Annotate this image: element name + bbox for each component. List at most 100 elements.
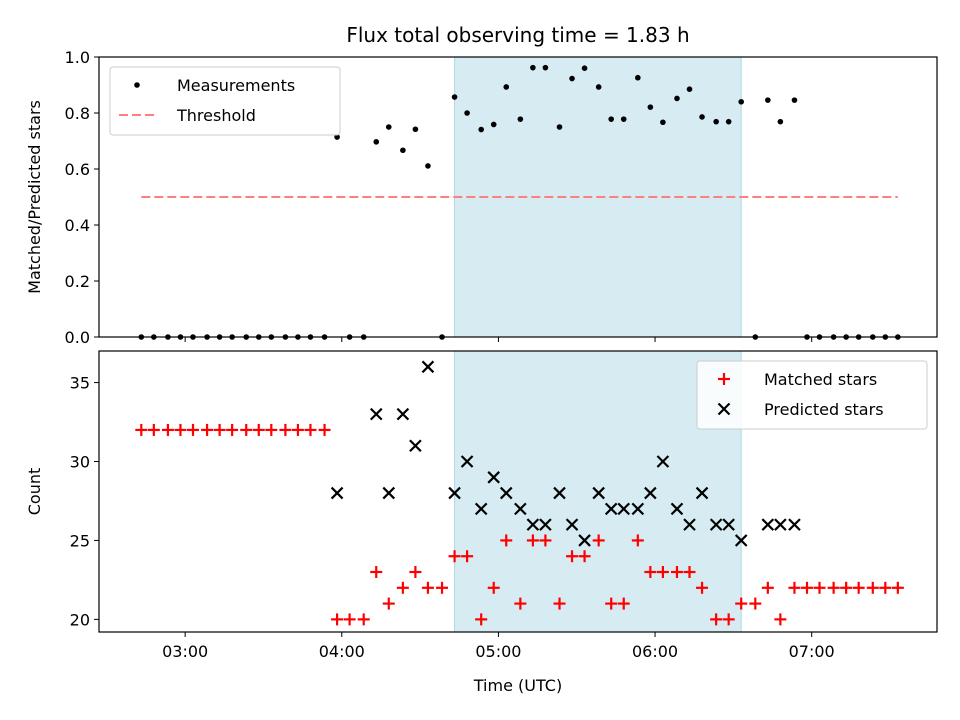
data-point: [396, 581, 409, 594]
y-axis-title: Count: [25, 468, 44, 516]
data-point: [553, 597, 566, 610]
data-point: [475, 613, 488, 626]
data-point: [827, 581, 840, 594]
data-point: [436, 581, 449, 594]
data-point: [487, 471, 500, 484]
data-point: [369, 407, 383, 421]
data-point: [556, 124, 563, 130]
data-point: [735, 597, 748, 610]
y-tick-label: 0.0: [65, 328, 90, 347]
legend-swatch: [718, 373, 730, 385]
data-point: [656, 566, 669, 579]
data-point: [343, 613, 356, 626]
x-stroke: [722, 518, 735, 531]
x-stroke: [382, 486, 396, 500]
data-point: [265, 423, 278, 436]
y-tick-label: 20: [70, 610, 90, 629]
data-point: [635, 74, 641, 81]
data-point: [147, 423, 160, 436]
data-point: [490, 121, 497, 128]
x-stroke: [656, 455, 670, 468]
y-tick-label: 25: [70, 531, 90, 550]
data-point: [734, 534, 748, 547]
data-point: [464, 110, 470, 116]
y-tick-label: 35: [70, 374, 90, 393]
data-point: [542, 64, 549, 71]
count-panel: 20 25 30 35 03:00 04:00 05:00 06:00 07:00 Count Ma…: [25, 350, 938, 661]
y-axis-title: Matched/Predicted stars: [25, 100, 44, 294]
x-stroke: [539, 518, 552, 531]
y-tick-label: 30: [70, 453, 90, 472]
x-stroke: [448, 486, 461, 500]
data-point: [749, 597, 762, 610]
x-stroke: [421, 360, 435, 374]
legend-swatch: [717, 402, 731, 416]
x-stroke: [670, 502, 684, 516]
x-stroke: [592, 486, 605, 500]
data-point: [514, 502, 527, 516]
data-point: [608, 116, 614, 122]
data-point: [409, 439, 422, 452]
y-tick-label: 0.4: [65, 216, 90, 235]
data-point: [382, 486, 396, 500]
data-point: [660, 119, 666, 126]
x-stroke: [396, 407, 410, 421]
data-point: [448, 550, 461, 563]
data-point: [879, 581, 892, 594]
data-point: [696, 581, 709, 594]
data-point: [710, 613, 723, 626]
data-point: [656, 455, 670, 468]
data-point: [683, 518, 696, 531]
data-point: [578, 534, 591, 547]
data-point: [605, 597, 618, 610]
data-point: [412, 126, 419, 133]
data-point: [774, 613, 787, 626]
x-stroke: [695, 486, 709, 500]
data-point: [503, 84, 510, 90]
x-stroke: [499, 486, 513, 500]
data-point: [761, 518, 775, 531]
legend-label: Threshold: [176, 106, 256, 125]
data-point: [186, 423, 199, 436]
data-point: [304, 423, 317, 436]
data-point: [569, 75, 575, 82]
data-point: [813, 581, 826, 594]
data-point: [161, 423, 174, 436]
data-point: [478, 126, 484, 133]
data-point: [761, 581, 774, 594]
x-stroke: [631, 502, 645, 516]
legend-box: [109, 66, 341, 136]
data-point: [722, 518, 735, 531]
x-stroke: [474, 502, 488, 516]
x-stroke: [460, 455, 474, 468]
data-point: [334, 134, 340, 140]
data-point: [713, 118, 719, 125]
data-point: [604, 502, 618, 516]
data-point: [722, 613, 735, 626]
data-point: [201, 423, 214, 436]
x-stroke: [617, 502, 631, 516]
data-point: [291, 423, 304, 436]
data-point: [674, 95, 680, 102]
data-point: [499, 486, 513, 500]
data-point: [695, 486, 709, 500]
data-point: [226, 423, 239, 436]
data-point: [370, 566, 383, 579]
data-point: [774, 518, 787, 531]
plot-frame: [98, 350, 938, 633]
data-point: [617, 502, 631, 516]
series-predicted-stars: [330, 360, 801, 547]
data-point: [252, 423, 265, 436]
data-point: [631, 502, 645, 516]
data-point: [460, 455, 474, 468]
data-point: [670, 502, 684, 516]
x-stroke: [369, 407, 383, 421]
data-point: [500, 534, 513, 547]
data-point: [620, 116, 627, 122]
y-tick-label: 0.8: [65, 104, 90, 123]
data-point: [330, 486, 344, 500]
data-point: [409, 566, 422, 579]
data-point: [487, 581, 500, 594]
chart-title: Flux total observing time = 1.83 h: [346, 23, 689, 47]
x-stroke: [644, 486, 657, 500]
